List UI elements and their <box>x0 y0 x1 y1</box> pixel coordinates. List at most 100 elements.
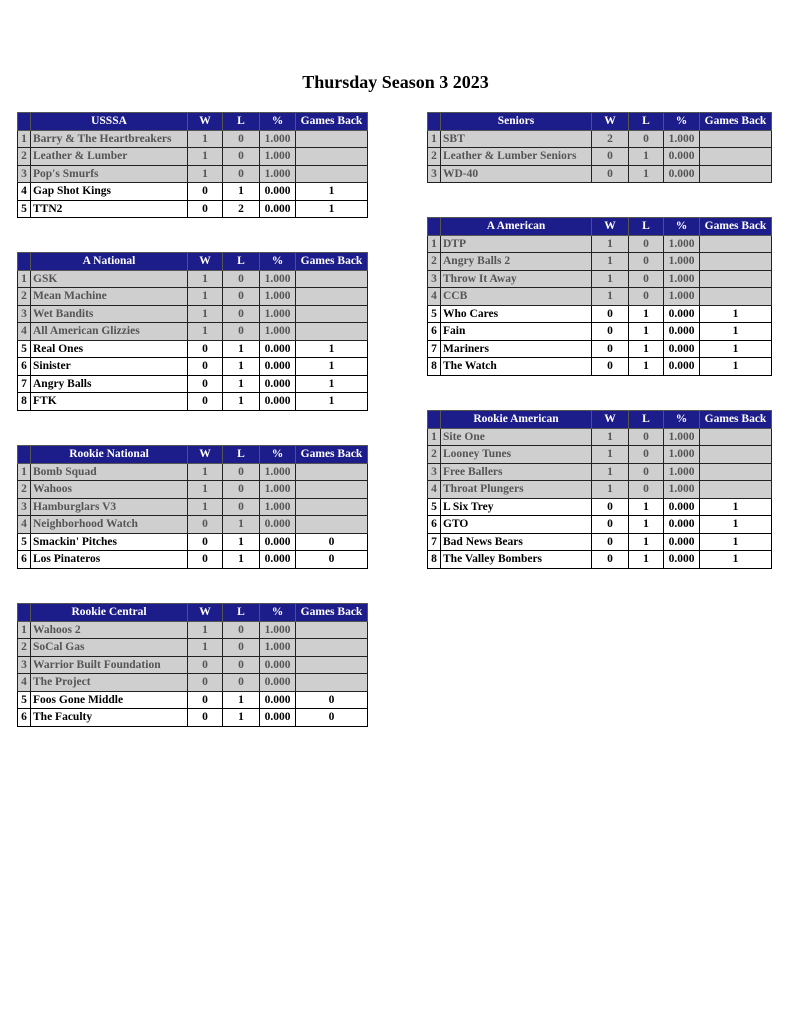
w-cell: 0 <box>591 550 629 569</box>
rank-cell: 4 <box>17 322 31 341</box>
rank-cell: 2 <box>17 480 31 499</box>
l-cell: 0 <box>222 129 260 148</box>
standings-table: Rookie American W L% Games Back 1 Site One 1 0 1… <box>427 410 772 569</box>
team-name: Hamburglars V3 <box>30 497 188 516</box>
rank-cell: 5 <box>17 339 31 358</box>
w-cell: 0 <box>187 199 223 218</box>
w-cell: 0 <box>591 532 629 551</box>
w-cell: 1 <box>591 462 629 481</box>
l-cell: 1 <box>628 497 664 516</box>
rank-header <box>427 217 441 236</box>
team-name: Wahoos <box>30 480 188 499</box>
gb-cell: 0 <box>295 708 368 727</box>
w-cell: 1 <box>187 164 223 183</box>
team-name: Mean Machine <box>30 287 188 306</box>
gb-cell <box>699 147 772 166</box>
rank-cell: 1 <box>17 269 31 288</box>
team-name: Who Cares <box>440 304 592 323</box>
rank-cell: 6 <box>17 550 31 569</box>
column-header-w: W <box>187 603 223 622</box>
w-cell: 1 <box>591 427 629 446</box>
table-row: 7 Bad News Bears 0 1 0.000 1 <box>427 532 772 551</box>
l-cell: 1 <box>222 392 260 411</box>
l-cell: 1 <box>222 550 260 569</box>
l-cell: 0 <box>628 129 664 148</box>
gb-cell: 1 <box>699 339 772 358</box>
table-row: 1 DTP 1 0 1.000 <box>427 234 772 253</box>
pct-cell: 1.000 <box>259 304 296 323</box>
column-header-pct: % <box>259 112 296 131</box>
standings-table: Seniors W L% Games Back 1 SBT 2 0 1.000 2 Leather … <box>427 112 772 183</box>
l-cell: 0 <box>628 269 664 288</box>
column-header-l: L <box>222 112 260 131</box>
division-name: Seniors <box>440 112 592 131</box>
w-cell: 1 <box>591 234 629 253</box>
team-name: Los Pinateros <box>30 550 188 569</box>
header-row: Seniors W L% Games Back <box>427 112 772 131</box>
l-cell: 1 <box>222 515 260 534</box>
team-name: Neighborhood Watch <box>30 515 188 534</box>
column-header-l: L <box>222 252 260 271</box>
rank-cell: 1 <box>427 427 441 446</box>
rank-cell: 5 <box>427 304 441 323</box>
column-header-pct: % <box>259 445 296 464</box>
rank-cell: 8 <box>17 392 31 411</box>
standings-table: A National W L% Games Back 1 GSK 1 0 1.000 2 Mean … <box>17 252 368 411</box>
rank-header <box>427 410 441 429</box>
gb-cell <box>295 655 368 674</box>
pct-cell: 1.000 <box>259 497 296 516</box>
l-cell: 0 <box>222 497 260 516</box>
gb-cell: 0 <box>295 532 368 551</box>
pct-cell: 0.000 <box>259 339 296 358</box>
team-name: Throat Plungers <box>440 480 592 499</box>
w-cell: 0 <box>187 655 223 674</box>
table-row: 7 Mariners 0 1 0.000 1 <box>427 339 772 358</box>
rank-cell: 1 <box>17 620 31 639</box>
w-cell: 0 <box>187 374 223 393</box>
pct-cell: 0.000 <box>663 164 700 183</box>
table-row: 6 The Faculty 0 1 0.000 0 <box>17 708 368 727</box>
pct-cell: 0.000 <box>259 673 296 692</box>
table-row: 5 Real Ones 0 1 0.000 1 <box>17 339 368 358</box>
pct-cell: 0.000 <box>259 199 296 218</box>
rank-cell: 2 <box>427 147 441 166</box>
l-cell: 2 <box>222 199 260 218</box>
pct-cell: 0.000 <box>259 515 296 534</box>
team-name: Smackin' Pitches <box>30 532 188 551</box>
pct-cell: 1.000 <box>663 480 700 499</box>
pct-cell: 0.000 <box>259 550 296 569</box>
division-name: Rookie National <box>30 445 188 464</box>
column-header-pct: % <box>663 112 700 131</box>
team-name: Gap Shot Kings <box>30 182 188 201</box>
rank-cell: 5 <box>17 199 31 218</box>
w-cell: 1 <box>187 322 223 341</box>
standings-table: Rookie National W L% Games Back 1 Bomb Squad 1… <box>17 445 368 569</box>
rank-cell: 2 <box>17 638 31 657</box>
team-name: SoCal Gas <box>30 638 188 657</box>
l-cell: 0 <box>222 287 260 306</box>
table-row: 5 Who Cares 0 1 0.000 1 <box>427 304 772 323</box>
gb-cell <box>295 164 368 183</box>
rank-header <box>17 252 31 271</box>
table-row: 2 Wahoos 1 0 1.000 <box>17 480 368 499</box>
team-name: Fain <box>440 322 592 341</box>
rank-cell: 1 <box>17 129 31 148</box>
pct-cell: 1.000 <box>259 638 296 657</box>
gb-cell: 0 <box>295 550 368 569</box>
l-cell: 1 <box>222 690 260 709</box>
l-cell: 0 <box>628 445 664 464</box>
gb-cell: 1 <box>699 304 772 323</box>
team-name: The Watch <box>440 357 592 376</box>
w-cell: 0 <box>187 339 223 358</box>
gb-cell: 1 <box>295 182 368 201</box>
gb-cell: 1 <box>699 532 772 551</box>
division-name: Rookie American <box>440 410 592 429</box>
pct-cell: 0.000 <box>663 339 700 358</box>
team-name: Angry Balls 2 <box>440 252 592 271</box>
w-cell: 0 <box>591 164 629 183</box>
table-row: 7 Angry Balls 0 1 0.000 1 <box>17 374 368 393</box>
column-header-l: L <box>628 410 664 429</box>
pct-cell: 0.000 <box>259 690 296 709</box>
w-cell: 1 <box>187 304 223 323</box>
column-header-w: W <box>187 445 223 464</box>
